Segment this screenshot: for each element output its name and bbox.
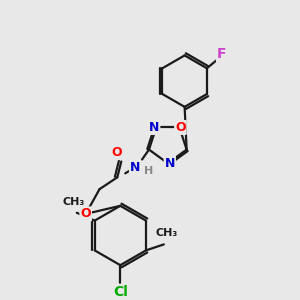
Text: CH₃: CH₃: [63, 197, 85, 207]
Text: O: O: [175, 121, 186, 134]
Text: H: H: [144, 167, 153, 176]
Text: F: F: [217, 47, 226, 61]
Text: Cl: Cl: [113, 285, 128, 299]
Text: N: N: [130, 161, 140, 174]
Text: N: N: [165, 157, 175, 170]
Text: O: O: [111, 146, 122, 159]
Text: O: O: [80, 207, 91, 220]
Text: CH₃: CH₃: [156, 229, 178, 238]
Text: N: N: [149, 121, 159, 134]
